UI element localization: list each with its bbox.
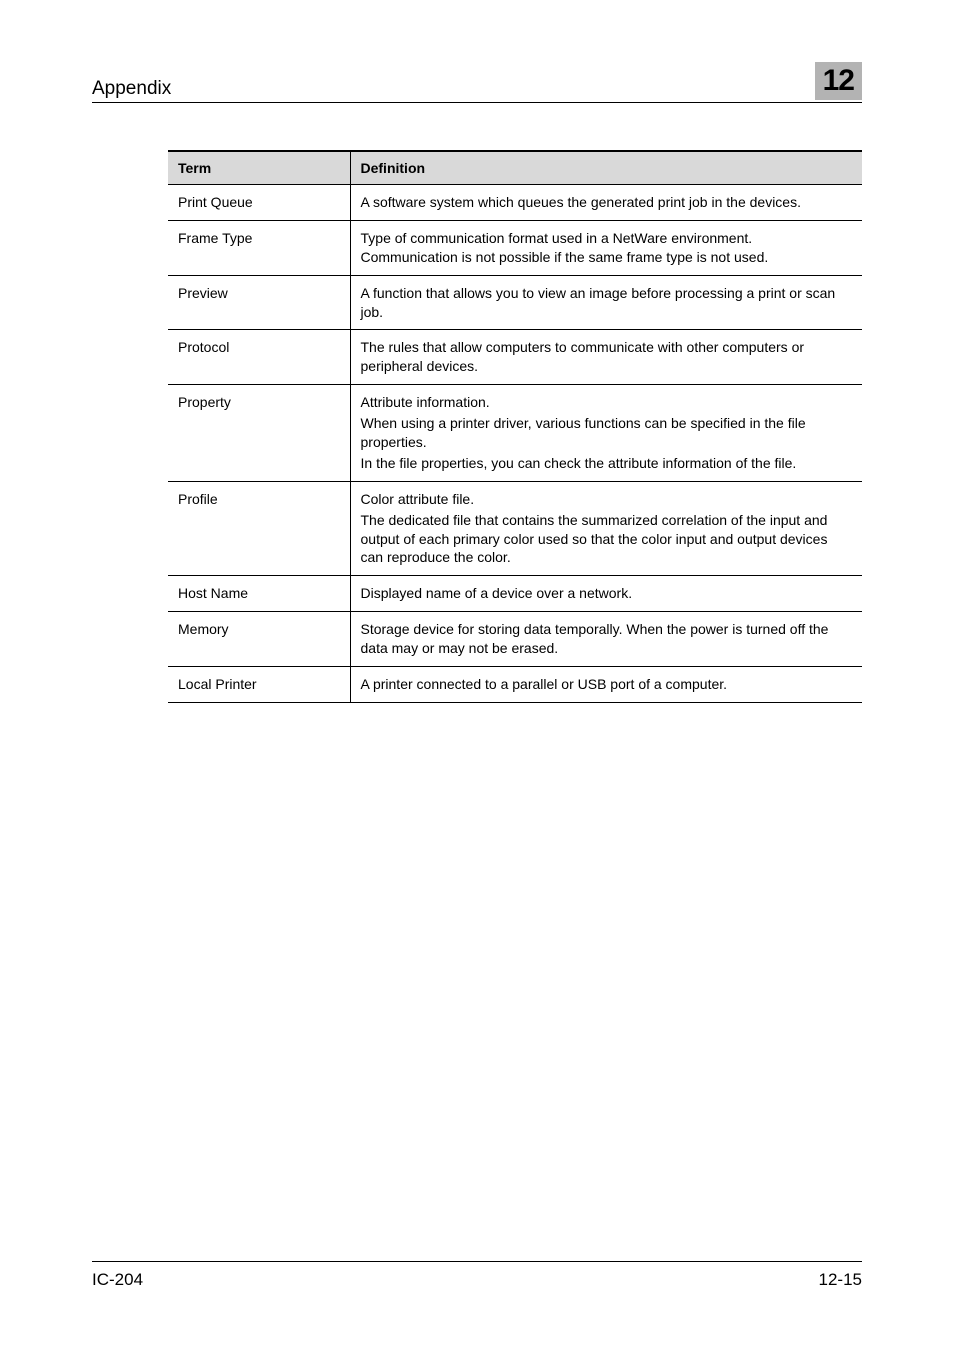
page-footer: IC-204 12-15 (92, 1261, 862, 1290)
table-row: Profile Color attribute file. The dedicate… (168, 481, 862, 576)
term-header: Term (168, 151, 350, 185)
content-area: Term Definition Print Queue A software sy… (168, 150, 862, 703)
definition-cell: Attribute information. When using a print… (350, 385, 862, 482)
term-cell: Frame Type (168, 220, 350, 275)
definition-line: In the file properties, you can check th… (361, 454, 853, 473)
table-row: Host Name Displayed name of a device over… (168, 576, 862, 612)
definition-line: Color attribute file. (361, 490, 853, 509)
definition-line: The dedicated file that contains the sum… (361, 511, 853, 568)
table-row: Property Attribute information. When using… (168, 385, 862, 482)
definition-cell: A function that allows you to view an im… (350, 275, 862, 330)
table-row: Protocol The rules that allow computers t… (168, 330, 862, 385)
footer-right: 12-15 (819, 1270, 862, 1290)
table-row: Frame Type Type of communication format u… (168, 220, 862, 275)
table-row: Print Queue A software system which queue… (168, 185, 862, 221)
definition-header: Definition (350, 151, 862, 185)
table-header-row: Term Definition (168, 151, 862, 185)
definition-line: A printer connected to a parallel or USB… (361, 675, 853, 694)
glossary-table: Term Definition Print Queue A software sy… (168, 150, 862, 703)
definition-line: When using a printer driver, various fun… (361, 414, 853, 452)
definition-line: A function that allows you to view an im… (361, 284, 853, 322)
table-row: Memory Storage device for storing data te… (168, 612, 862, 667)
term-cell: Profile (168, 481, 350, 576)
header-rule (92, 102, 862, 103)
definition-cell: A software system which queues the gener… (350, 185, 862, 221)
chapter-number-bg: 12 (815, 62, 862, 100)
section-title: Appendix (92, 78, 171, 100)
term-cell: Host Name (168, 576, 350, 612)
term-cell: Property (168, 385, 350, 482)
term-cell: Preview (168, 275, 350, 330)
definition-cell: Type of communication format used in a N… (350, 220, 862, 275)
definition-line: Type of communication format used in a N… (361, 229, 853, 267)
table-row: Preview A function that allows you to vie… (168, 275, 862, 330)
definition-line: Storage device for storing data temporal… (361, 620, 853, 658)
term-cell: Protocol (168, 330, 350, 385)
footer-left: IC-204 (92, 1270, 143, 1290)
definition-cell: Displayed name of a device over a networ… (350, 576, 862, 612)
definition-line: The rules that allow computers to commun… (361, 338, 853, 376)
term-cell: Local Printer (168, 667, 350, 703)
term-cell: Print Queue (168, 185, 350, 221)
definition-cell: A printer connected to a parallel or USB… (350, 667, 862, 703)
table-row: Local Printer A printer connected to a pa… (168, 667, 862, 703)
term-cell: Memory (168, 612, 350, 667)
definition-cell: The rules that allow computers to commun… (350, 330, 862, 385)
definition-line: Displayed name of a device over a networ… (361, 584, 853, 603)
definition-line: Attribute information. (361, 393, 853, 412)
definition-cell: Color attribute file. The dedicated file … (350, 481, 862, 576)
definition-line: A software system which queues the gener… (361, 193, 853, 212)
chapter-number: 12 (823, 64, 854, 97)
chapter-number-wrap: 12 (815, 62, 862, 100)
definition-cell: Storage device for storing data temporal… (350, 612, 862, 667)
page-header: Appendix 12 (92, 62, 862, 104)
